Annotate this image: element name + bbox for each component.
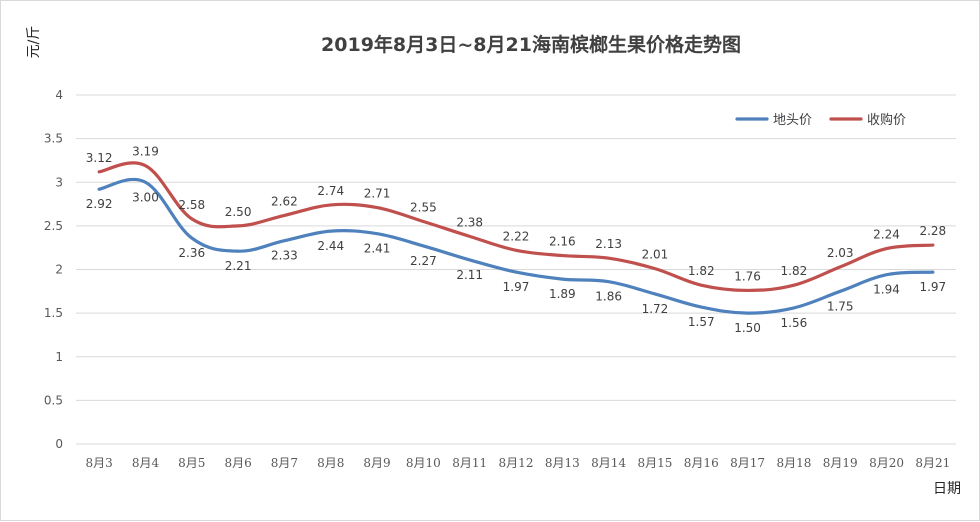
data-label: 2.55	[410, 201, 437, 215]
x-tick-label: 8月9	[363, 456, 390, 470]
y-tick-label: 3	[55, 175, 63, 189]
data-label: 3.12	[86, 151, 113, 165]
legend: 地头价 收购价	[735, 112, 906, 128]
data-label: 2.50	[225, 205, 252, 219]
x-tick-label: 8月19	[823, 456, 858, 470]
series-lines	[97, 161, 935, 315]
y-axis-ticks: 0 0.5 1 1.5 2 2.5 3 3.5 4	[44, 88, 63, 451]
x-tick-label: 8月3	[86, 456, 113, 470]
x-tick-label: 8月8	[317, 456, 344, 470]
gridlines	[76, 94, 956, 445]
data-label: 1.97	[919, 280, 946, 294]
x-tick-label: 8月21	[915, 456, 950, 470]
x-tick-label: 8月10	[406, 456, 441, 470]
x-axis-ticks: 8月3 8月4 8月5 8月6 8月7 8月8 8月9 8月10 8月11 8月12 8月13 8月1…	[86, 456, 951, 470]
data-label: 2.03	[827, 246, 854, 260]
y-tick-label: 1.5	[44, 306, 63, 320]
x-tick-label: 8月5	[178, 456, 205, 470]
legend-label: 收购价	[867, 112, 906, 128]
data-label: 2.41	[364, 242, 391, 256]
data-label: 3.00	[132, 190, 159, 204]
y-tick-label: 0.5	[44, 393, 63, 407]
x-tick-label: 8月7	[271, 456, 298, 470]
y-tick-label: 4	[55, 88, 63, 102]
series-line-purchase-price	[97, 161, 935, 293]
data-label: 2.27	[410, 254, 437, 268]
y-tick-label: 2.5	[44, 219, 63, 233]
data-label: 1.75	[827, 299, 854, 313]
data-label: 2.21	[225, 259, 252, 273]
data-label: 1.76	[734, 269, 761, 283]
x-tick-label: 8月4	[132, 456, 160, 470]
data-label: 3.19	[132, 145, 159, 159]
data-label: 1.56	[781, 316, 808, 330]
data-label: 2.33	[271, 249, 298, 263]
data-label: 1.57	[688, 315, 715, 329]
data-label: 1.82	[781, 264, 808, 278]
x-tick-label: 8月20	[869, 456, 904, 470]
data-label: 2.71	[364, 187, 391, 201]
y-tick-label: 1	[55, 350, 63, 364]
data-label: 1.97	[503, 280, 530, 294]
y-tick-label: 2	[55, 263, 63, 277]
data-label: 2.01	[642, 248, 669, 262]
series-line-field-price	[97, 177, 935, 315]
x-tick-label: 8月11	[452, 456, 487, 470]
x-tick-label: 8月18	[776, 456, 811, 470]
data-label: 2.11	[456, 268, 483, 282]
y-tick-label: 0	[55, 437, 63, 451]
data-label: 2.92	[86, 197, 113, 211]
x-tick-label: 8月12	[499, 456, 534, 470]
data-label: 1.89	[549, 287, 576, 301]
data-label: 2.62	[271, 194, 298, 208]
data-label: 1.86	[595, 290, 622, 304]
x-tick-label: 8月17	[730, 456, 765, 470]
data-label: 1.94	[873, 283, 900, 297]
x-tick-label: 8月16	[684, 456, 719, 470]
x-tick-label: 8月6	[224, 456, 251, 470]
data-label: 2.16	[549, 235, 576, 249]
data-label: 2.13	[595, 237, 622, 251]
data-label: 2.44	[317, 239, 344, 253]
x-axis-title: 日期	[933, 481, 961, 497]
data-label: 2.24	[873, 228, 900, 242]
data-label: 2.36	[178, 246, 205, 260]
x-tick-label: 8月13	[545, 456, 580, 470]
x-tick-label: 8月15	[637, 456, 672, 470]
data-label: 2.58	[178, 198, 205, 212]
data-label: 1.82	[688, 264, 715, 278]
data-label: 2.38	[456, 215, 483, 229]
x-tick-label: 8月14	[591, 456, 626, 470]
chart-title: 2019年8月3日~8月21海南槟榔生果价格走势图	[321, 33, 741, 56]
data-label: 1.50	[734, 321, 761, 335]
y-tick-label: 3.5	[44, 132, 63, 146]
y-axis-title: 元/斤	[26, 26, 42, 59]
legend-label: 地头价	[773, 113, 812, 128]
data-label: 2.28	[919, 224, 946, 238]
data-label: 1.72	[642, 302, 669, 316]
data-label: 2.74	[317, 184, 344, 198]
data-label: 2.22	[503, 229, 530, 243]
data-labels: 2.92 3.00 2.36 2.21 2.33 2.44 2.41 2.27 2.11 1.97…	[86, 145, 946, 335]
